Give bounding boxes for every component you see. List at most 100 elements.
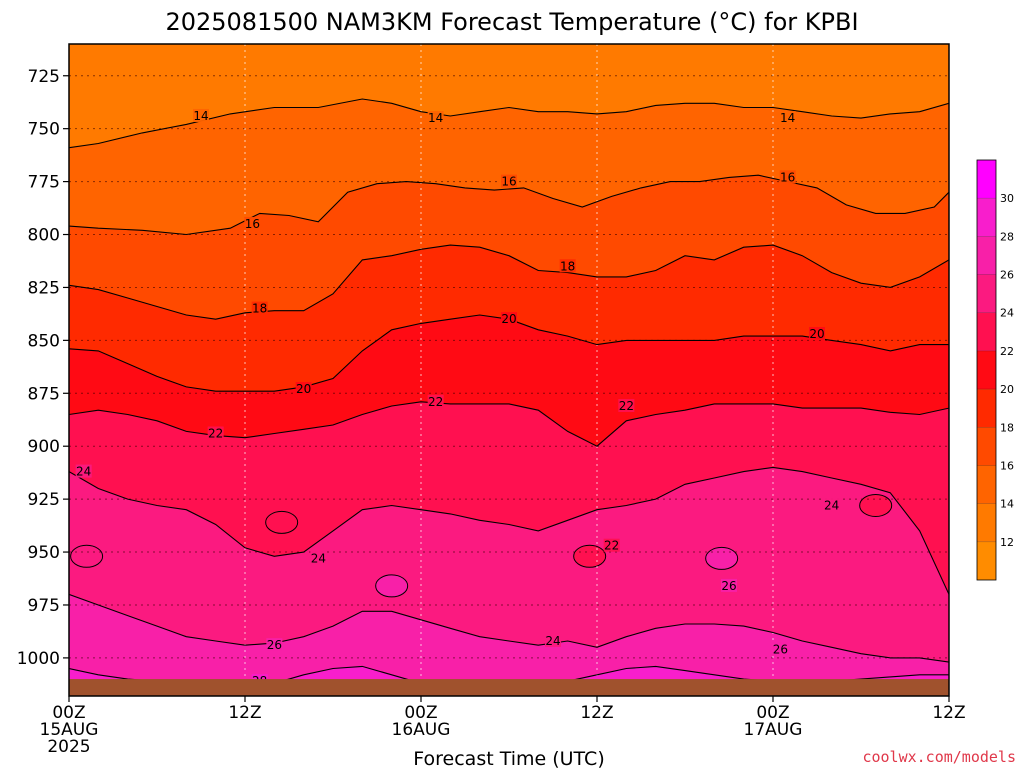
contour-label-4: 16 — [501, 174, 517, 189]
x-tick-label-36-0: 12Z — [580, 703, 613, 723]
warm-pocket-0 — [265, 510, 299, 534]
warm-pocket-1 — [573, 544, 607, 568]
y-axis: 725 750 775 800 825 850 875 900 925 950 975 1000 — [17, 67, 69, 669]
contour-label-text: 24 — [311, 551, 326, 565]
colorbar-label-30: 30 — [1000, 192, 1014, 205]
colorbar-label-26: 26 — [1000, 269, 1014, 282]
contour-label-text: 20 — [501, 312, 516, 326]
contour-label-text: 22 — [604, 539, 619, 553]
colorbar-label-12: 12 — [1000, 536, 1014, 549]
contour-label-1: 14 — [427, 111, 444, 125]
contour-label-text: 24 — [545, 634, 560, 648]
contour-label-18: 24 — [823, 498, 840, 512]
colorbar-segment-2 — [977, 465, 996, 504]
colorbar-segment-3 — [977, 427, 996, 466]
y-tick-label-800: 800 — [28, 226, 60, 246]
colorbar-label-24: 24 — [1000, 307, 1014, 320]
contour-label-text: 18 — [560, 259, 575, 273]
contour-label-0: 14 — [193, 108, 209, 123]
colorbar-segment-6 — [977, 312, 996, 351]
contour-label-6: 18 — [251, 301, 268, 316]
colorbar-label-18: 18 — [1000, 421, 1014, 434]
isotherm-26 — [69, 593, 949, 663]
y-tick-label-775: 775 — [28, 173, 60, 193]
contour-label-text: 26 — [773, 642, 788, 656]
y-tick-label-900: 900 — [28, 437, 60, 457]
isotherm-14 — [69, 98, 949, 149]
x-tick-label-0-0: 00Z — [52, 703, 85, 723]
x-axis-label: Forecast Time (UTC) — [413, 748, 604, 768]
contour-label-text: 14 — [193, 109, 208, 123]
contour-label-13: 22 — [618, 398, 635, 413]
colorbar-label-28: 28 — [1000, 230, 1014, 243]
colorbar-frame — [976, 159, 997, 581]
contour-label-21: 26 — [772, 642, 789, 656]
contour-label-text: 22 — [208, 427, 223, 441]
contour-label-text: 14 — [780, 111, 795, 125]
contour-label-text: 26 — [267, 638, 282, 652]
x-tick-label-0-2: 2025 — [47, 737, 90, 757]
contour-label-2: 14 — [779, 111, 796, 125]
colorbar-segment-1 — [977, 503, 996, 542]
terrain-surface — [69, 679, 949, 696]
contour-label-20: 26 — [721, 578, 737, 593]
colorbar: 12 14 16 18 20 22 24 26 28 30 — [976, 159, 1014, 581]
contour-label-text: 16 — [501, 175, 516, 189]
colorbar-segment-0 — [977, 541, 996, 580]
y-tick-label-1000: 1000 — [17, 649, 60, 669]
contour-label-19: 26 — [266, 638, 283, 652]
temperature-fills — [69, 44, 949, 696]
warm-pocket-4 — [705, 546, 739, 570]
chart-title: 2025081500 NAM3KM Forecast Temperature (… — [165, 8, 858, 36]
x-tick-label-48-1: 17AUG — [744, 720, 803, 740]
colorbar-segment-8 — [977, 236, 996, 275]
warm-pocket-2 — [859, 493, 893, 517]
x-tick-label-0-1: 15AUG — [40, 720, 99, 740]
gridlines — [69, 44, 949, 696]
colorbar-segment-7 — [977, 274, 996, 313]
warm-pocket-5 — [70, 544, 104, 568]
contour-label-text: 24 — [824, 498, 839, 512]
isotherm-16 — [69, 174, 949, 236]
contour-label-text: 20 — [809, 327, 824, 341]
colorbar-label-22: 22 — [1000, 345, 1014, 358]
y-tick-label-975: 975 — [28, 596, 60, 616]
contour-label-text: 14 — [428, 111, 443, 125]
plot-frame — [68, 43, 950, 697]
contour-label-text: 18 — [252, 302, 267, 316]
plot-area: 14 14 14 16 16 16 18 18 20 20 20 22 22 22 22 24 24 24 24 26… — [69, 44, 949, 696]
contour-label-12: 22 — [427, 394, 444, 409]
band-fill-above-26 — [69, 594, 949, 696]
contour-label-15: 24 — [75, 464, 92, 479]
contour-label-10: 20 — [809, 327, 825, 341]
contour-label-3: 16 — [244, 216, 261, 231]
contour-label-16: 24 — [310, 551, 327, 565]
contour-label-11: 22 — [207, 426, 224, 441]
y-tick-label-725: 725 — [28, 67, 60, 87]
isotherm-18 — [69, 244, 949, 320]
colorbar-segment-10 — [977, 160, 996, 199]
x-tick-label-12-0: 12Z — [228, 703, 261, 723]
y-tick-label-950: 950 — [28, 543, 60, 563]
contour-label-text: 22 — [619, 399, 634, 413]
colorbar-label-20: 20 — [1000, 383, 1014, 396]
x-tick-label-24-1: 16AUG — [392, 720, 451, 740]
contour-label-text: 26 — [721, 579, 736, 593]
contour-label-text: 16 — [245, 217, 260, 231]
contour-label-14: 22 — [603, 538, 620, 553]
x-tick-label-60-0: 12Z — [932, 703, 965, 723]
contour-label-text: 24 — [76, 465, 91, 479]
colorbar-segment-4 — [977, 389, 996, 428]
warm-pockets — [70, 493, 893, 598]
colorbar-label-16: 16 — [1000, 459, 1014, 472]
warm-pocket-3 — [375, 574, 409, 598]
contour-label-8: 20 — [295, 382, 312, 396]
colorbar-segment-9 — [977, 198, 996, 237]
contour-label-text: 16 — [780, 170, 795, 184]
y-tick-label-850: 850 — [28, 331, 60, 351]
x-tick-label-48-0: 00Z — [756, 703, 789, 723]
y-tick-label-925: 925 — [28, 490, 60, 510]
isotherm-24 — [69, 466, 949, 595]
colorbar-segment-5 — [977, 350, 996, 390]
contour-label-17: 24 — [545, 633, 561, 648]
